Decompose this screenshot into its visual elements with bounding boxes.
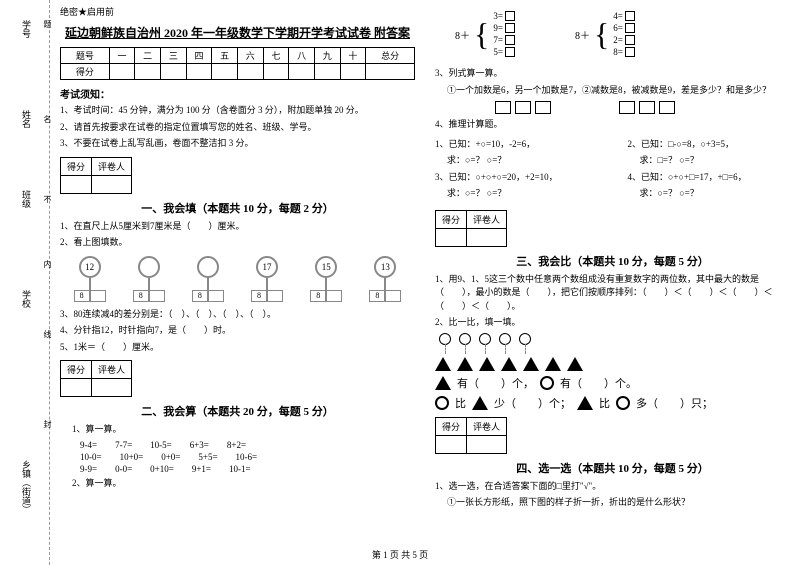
- notice-heading: 考试须知：: [60, 86, 415, 101]
- right-column: 8＋ { 3= 9= 7= 5= 8＋ { 4= 6= 2=: [435, 5, 790, 545]
- th-7: 七: [263, 48, 289, 64]
- q4-3a: 3、已知：○+○+○=20，+2=10，: [435, 171, 598, 185]
- brace-icon: {: [474, 18, 489, 50]
- th-3: 三: [161, 48, 187, 64]
- section-four-title: 四、选一选（本题共 10 分，每题 5 分）: [435, 460, 790, 476]
- th-6: 六: [237, 48, 263, 64]
- rc-q3-sub: ①一个加数是6，另一个加数是7，②减数是8，被减数是9，差是多少？和是多少？: [447, 84, 790, 98]
- answer-boxes: [495, 101, 790, 114]
- seal-text: 绝密★启用前: [60, 5, 415, 18]
- notice-3: 3、不要在试卷上乱写乱画，卷面不整洁扣 3 分。: [60, 137, 415, 151]
- brace-right: 8＋ { 4= 6= 2= 8=: [575, 11, 635, 57]
- fill-q5: 5、1米＝（ ）厘米。: [60, 341, 415, 355]
- rc-q4-h: 4、推理计算题。: [435, 118, 790, 132]
- binding-sidebar: 学号 姓名 班级 学校 乡镇（街道） 题 名 不 内 线 封: [0, 0, 50, 565]
- fill-q3: 3、80连续减4的差分别是：（ ）、（ ）、（ ）、（ ）。: [60, 308, 415, 322]
- th-10: 十: [340, 48, 366, 64]
- lollipop-4: 158: [310, 256, 342, 302]
- lollipop-2: 8: [192, 256, 224, 302]
- sidebar-town: 乡镇（街道）: [20, 460, 33, 514]
- exam-title: 延边朝鲜族自治州 2020 年一年级数学下学期开学考试试卷 附答案: [60, 24, 415, 41]
- sidebar-hint-5: 封: [42, 420, 53, 428]
- fill-q2: 2、看上图填数。: [60, 236, 415, 250]
- sidebar-hint-3: 内: [42, 260, 53, 268]
- dot-icon: [439, 333, 451, 345]
- q4-3b: 求：○=？ ○=？: [447, 187, 598, 201]
- section-three-title: 三、我会比（本题共 10 分，每题 5 分）: [435, 253, 790, 269]
- section-one-title: 一、我会填（本题共 10 分，每题 2 分）: [60, 200, 415, 216]
- q4-1b: 求：○=？ ○=？: [447, 154, 598, 168]
- th-0: 题号: [61, 48, 110, 64]
- rc-q3: 3、列式算一算。: [435, 67, 790, 81]
- q4-4b: 求：○=？ ○=？: [640, 187, 791, 201]
- notice-1: 1、考试时间：45 分钟，满分为 100 分（含卷面分 3 分），附加题单独 2…: [60, 104, 415, 118]
- triangles-row: [435, 357, 790, 371]
- sidebar-hint-2: 不: [42, 195, 53, 203]
- compare-line2: 比 少（ ）个； 比 多（ ）只；: [435, 395, 790, 411]
- lollipop-5: 138: [369, 256, 401, 302]
- sidebar-hint-0: 题: [42, 20, 53, 28]
- select-q1a: ①一张长方形纸，照下图的样子折一折，折出的是什么形状？: [447, 496, 790, 510]
- calc-row-2: 9-9=0-0=0+10=9+1=10-1=: [80, 464, 415, 474]
- compare-q1: 1、用9、1、5这三个数中任意两个数组成没有重复数字的两位数，其中最大的数是（ …: [435, 273, 790, 314]
- section-two-title: 二、我会算（本题共 20 分，每题 5 分）: [60, 403, 415, 419]
- notice-2: 2、请首先按要求在试卷的指定位置填写您的姓名、班级、学号。: [60, 121, 415, 135]
- score-table: 题号 一 二 三 四 五 六 七 八 九 十 总分 得分: [60, 47, 415, 80]
- th-1: 一: [109, 48, 135, 64]
- calc-h2: 2、算一算。: [72, 477, 415, 491]
- circle-icon: [540, 376, 554, 390]
- eval-grader: 评卷人: [92, 157, 132, 175]
- q4-4a: 4、已知：○+○+□=17，+□=6，: [628, 171, 791, 185]
- eval-box-1: 得分评卷人: [60, 157, 132, 194]
- left-column: 绝密★启用前 延边朝鲜族自治州 2020 年一年级数学下学期开学考试试卷 附答案…: [60, 5, 415, 545]
- page-footer: 第 1 页 共 5 页: [0, 548, 800, 561]
- eval-box-2: 得分评卷人: [60, 360, 132, 397]
- sidebar-hint-1: 名: [42, 115, 53, 123]
- lollipop-1: 8: [133, 256, 165, 302]
- lollipop-row: 128 8 8 178 158 138: [60, 256, 415, 302]
- th-5: 五: [212, 48, 238, 64]
- brace-left: 8＋ { 3= 9= 7= 5=: [455, 11, 515, 57]
- lollipop-3: 178: [251, 256, 283, 302]
- eval-box-4: 得分评卷人: [435, 417, 507, 454]
- eval-box-3: 得分评卷人: [435, 210, 507, 247]
- q4-2a: 2、已知：□-○=8，○+3=5，: [628, 138, 791, 152]
- q4-1a: 1、已知：+○=10，-2=6，: [435, 138, 598, 152]
- eval-score: 得分: [61, 157, 92, 175]
- th-9: 九: [314, 48, 340, 64]
- compare-q2: 2、比一比，填一填。: [435, 316, 790, 330]
- sidebar-name: 姓名: [20, 110, 33, 128]
- calc-row-0: 9-4=7-7=10-5=6+3=8+2=: [80, 440, 415, 450]
- q4-2b: 求：□=？ ○=？: [640, 154, 791, 168]
- sidebar-class: 班级: [20, 190, 33, 208]
- th-11: 总分: [366, 48, 415, 64]
- dots-row: [439, 333, 790, 345]
- brace-icon: {: [594, 18, 609, 50]
- sidebar-hint-4: 线: [42, 330, 53, 338]
- select-q1: 1、选一选，在合适答案下面的□里打"√"。: [435, 480, 790, 494]
- triangle-icon: [435, 357, 451, 371]
- calc-row-1: 10-0=10+0=0+0=5+5=10-6=: [80, 452, 415, 462]
- th-8: 八: [289, 48, 315, 64]
- lollipop-0: 128: [74, 256, 106, 302]
- fill-q4: 4、分针指12，时针指向7，是（ ）时。: [60, 324, 415, 338]
- sidebar-student-id: 学号: [20, 20, 33, 38]
- th-2: 二: [135, 48, 161, 64]
- compare-line1: 有（ ）个， 有（ ）个。: [435, 375, 790, 391]
- calc-h1: 1、算一算。: [72, 423, 415, 437]
- fill-q1: 1、在直尺上从5厘米到7厘米是（ ）厘米。: [60, 220, 415, 234]
- th-4: 四: [186, 48, 212, 64]
- sidebar-school: 学校: [20, 290, 33, 308]
- score-row-label: 得分: [61, 64, 110, 80]
